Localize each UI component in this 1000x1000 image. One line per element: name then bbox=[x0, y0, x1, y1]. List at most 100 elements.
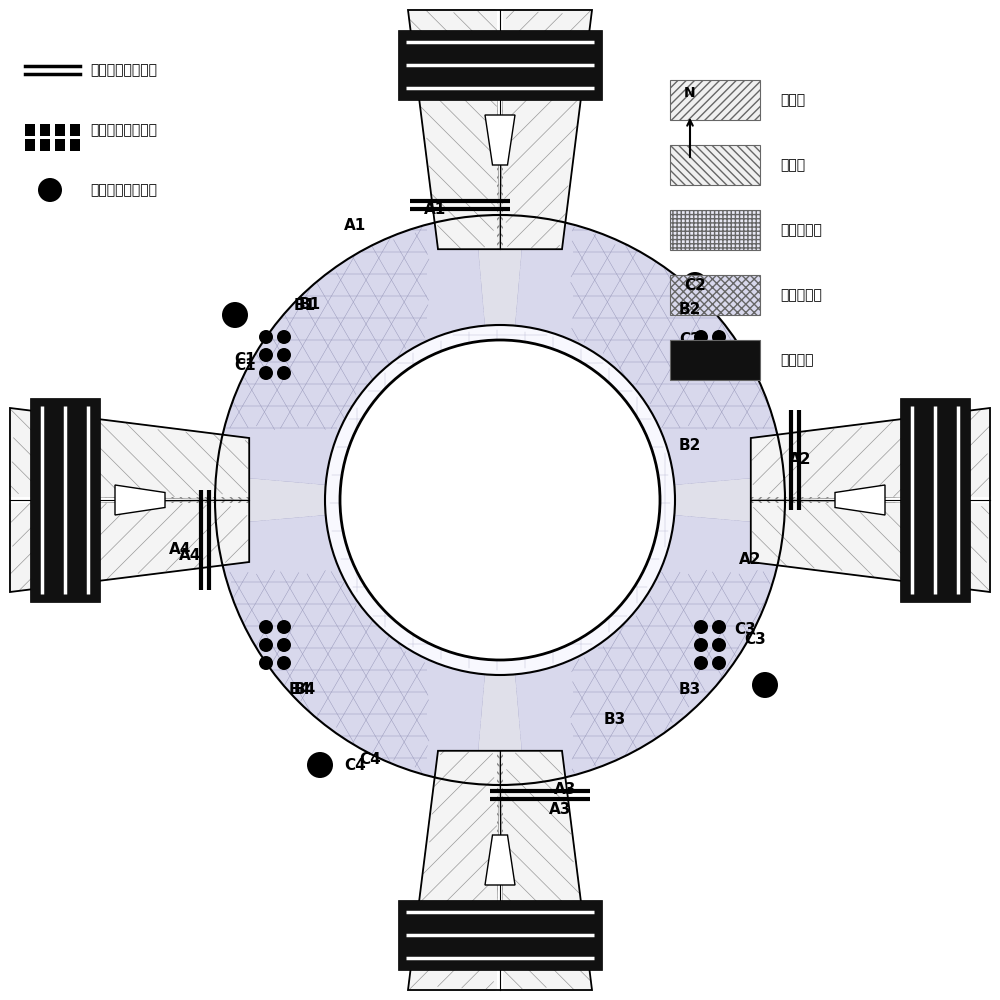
Bar bbox=[40, 124, 50, 136]
Polygon shape bbox=[500, 751, 592, 990]
Text: 进口道: 进口道 bbox=[780, 93, 805, 107]
Text: 环道基本段: 环道基本段 bbox=[780, 223, 822, 237]
Wedge shape bbox=[216, 515, 485, 784]
Text: B1: B1 bbox=[299, 297, 321, 312]
Circle shape bbox=[712, 638, 726, 652]
Text: B3: B3 bbox=[679, 682, 701, 698]
Text: B1: B1 bbox=[294, 298, 316, 312]
Text: B4: B4 bbox=[289, 682, 311, 698]
Bar bbox=[670, 145, 760, 185]
Text: A3: A3 bbox=[549, 802, 571, 818]
Text: A4: A4 bbox=[179, 548, 201, 562]
Circle shape bbox=[694, 348, 708, 362]
Text: A4: A4 bbox=[169, 542, 191, 558]
Circle shape bbox=[712, 348, 726, 362]
Wedge shape bbox=[216, 317, 366, 485]
Circle shape bbox=[259, 656, 273, 670]
Polygon shape bbox=[751, 408, 990, 497]
Circle shape bbox=[694, 366, 708, 380]
Polygon shape bbox=[751, 503, 990, 592]
Polygon shape bbox=[10, 408, 249, 497]
Text: 慢行通道: 慢行通道 bbox=[780, 353, 814, 367]
Circle shape bbox=[325, 325, 675, 675]
Text: N: N bbox=[684, 86, 696, 100]
Circle shape bbox=[259, 366, 273, 380]
Text: A1: A1 bbox=[424, 202, 446, 218]
Circle shape bbox=[222, 302, 248, 328]
Circle shape bbox=[215, 215, 785, 785]
Circle shape bbox=[694, 620, 708, 634]
Wedge shape bbox=[216, 515, 366, 683]
Polygon shape bbox=[408, 751, 500, 990]
Polygon shape bbox=[398, 900, 602, 970]
Polygon shape bbox=[115, 485, 165, 515]
Circle shape bbox=[752, 672, 778, 698]
Circle shape bbox=[712, 330, 726, 344]
Bar bbox=[670, 80, 760, 120]
Circle shape bbox=[712, 366, 726, 380]
Circle shape bbox=[307, 752, 333, 778]
Wedge shape bbox=[317, 216, 485, 366]
Text: 出口道: 出口道 bbox=[780, 158, 805, 172]
Circle shape bbox=[259, 348, 273, 362]
Polygon shape bbox=[900, 398, 970, 602]
Text: C4: C4 bbox=[359, 752, 381, 768]
Polygon shape bbox=[503, 10, 592, 249]
Text: A3: A3 bbox=[554, 782, 576, 798]
Circle shape bbox=[682, 272, 708, 298]
Bar bbox=[55, 124, 65, 136]
Text: C2: C2 bbox=[679, 332, 701, 348]
Polygon shape bbox=[30, 398, 100, 602]
Polygon shape bbox=[500, 10, 592, 249]
Bar bbox=[670, 275, 760, 315]
Text: B2: B2 bbox=[679, 438, 701, 452]
Circle shape bbox=[277, 638, 291, 652]
Text: 环道交织段: 环道交织段 bbox=[780, 288, 822, 302]
Polygon shape bbox=[751, 500, 990, 592]
Wedge shape bbox=[317, 634, 485, 784]
Wedge shape bbox=[515, 634, 683, 784]
Wedge shape bbox=[515, 216, 683, 366]
Text: 环内车辆观测断面: 环内车辆观测断面 bbox=[90, 123, 157, 137]
Polygon shape bbox=[10, 503, 249, 592]
Bar bbox=[670, 340, 760, 380]
Circle shape bbox=[259, 638, 273, 652]
Text: B3: B3 bbox=[604, 712, 626, 728]
Text: C2: C2 bbox=[684, 277, 706, 292]
Polygon shape bbox=[408, 10, 497, 249]
Circle shape bbox=[694, 656, 708, 670]
Text: B2: B2 bbox=[679, 302, 701, 318]
Bar bbox=[70, 139, 80, 151]
Polygon shape bbox=[751, 408, 1000, 592]
Text: A1: A1 bbox=[344, 218, 366, 232]
Circle shape bbox=[259, 620, 273, 634]
Bar bbox=[70, 124, 80, 136]
Wedge shape bbox=[216, 216, 485, 485]
Wedge shape bbox=[515, 515, 784, 784]
Bar bbox=[25, 139, 35, 151]
Polygon shape bbox=[408, 0, 592, 249]
Circle shape bbox=[277, 348, 291, 362]
Text: C1: C1 bbox=[234, 353, 256, 367]
Bar bbox=[40, 139, 50, 151]
Wedge shape bbox=[515, 216, 784, 485]
Wedge shape bbox=[634, 317, 784, 485]
Circle shape bbox=[694, 638, 708, 652]
Polygon shape bbox=[408, 751, 592, 1000]
Polygon shape bbox=[503, 751, 592, 990]
Circle shape bbox=[712, 656, 726, 670]
Bar bbox=[670, 210, 760, 250]
Polygon shape bbox=[398, 30, 602, 100]
Polygon shape bbox=[0, 408, 249, 592]
Wedge shape bbox=[634, 515, 784, 683]
Polygon shape bbox=[485, 835, 515, 885]
Text: C3: C3 bbox=[744, 633, 766, 648]
Text: 入环车辆观测断面: 入环车辆观测断面 bbox=[90, 63, 157, 77]
Polygon shape bbox=[408, 10, 500, 249]
Polygon shape bbox=[751, 408, 990, 500]
Text: A2: A2 bbox=[739, 552, 761, 568]
Polygon shape bbox=[835, 485, 885, 515]
Text: A2: A2 bbox=[789, 452, 811, 468]
Text: 右转车辆观测断面: 右转车辆观测断面 bbox=[90, 183, 157, 197]
Text: C4: C4 bbox=[344, 758, 366, 772]
